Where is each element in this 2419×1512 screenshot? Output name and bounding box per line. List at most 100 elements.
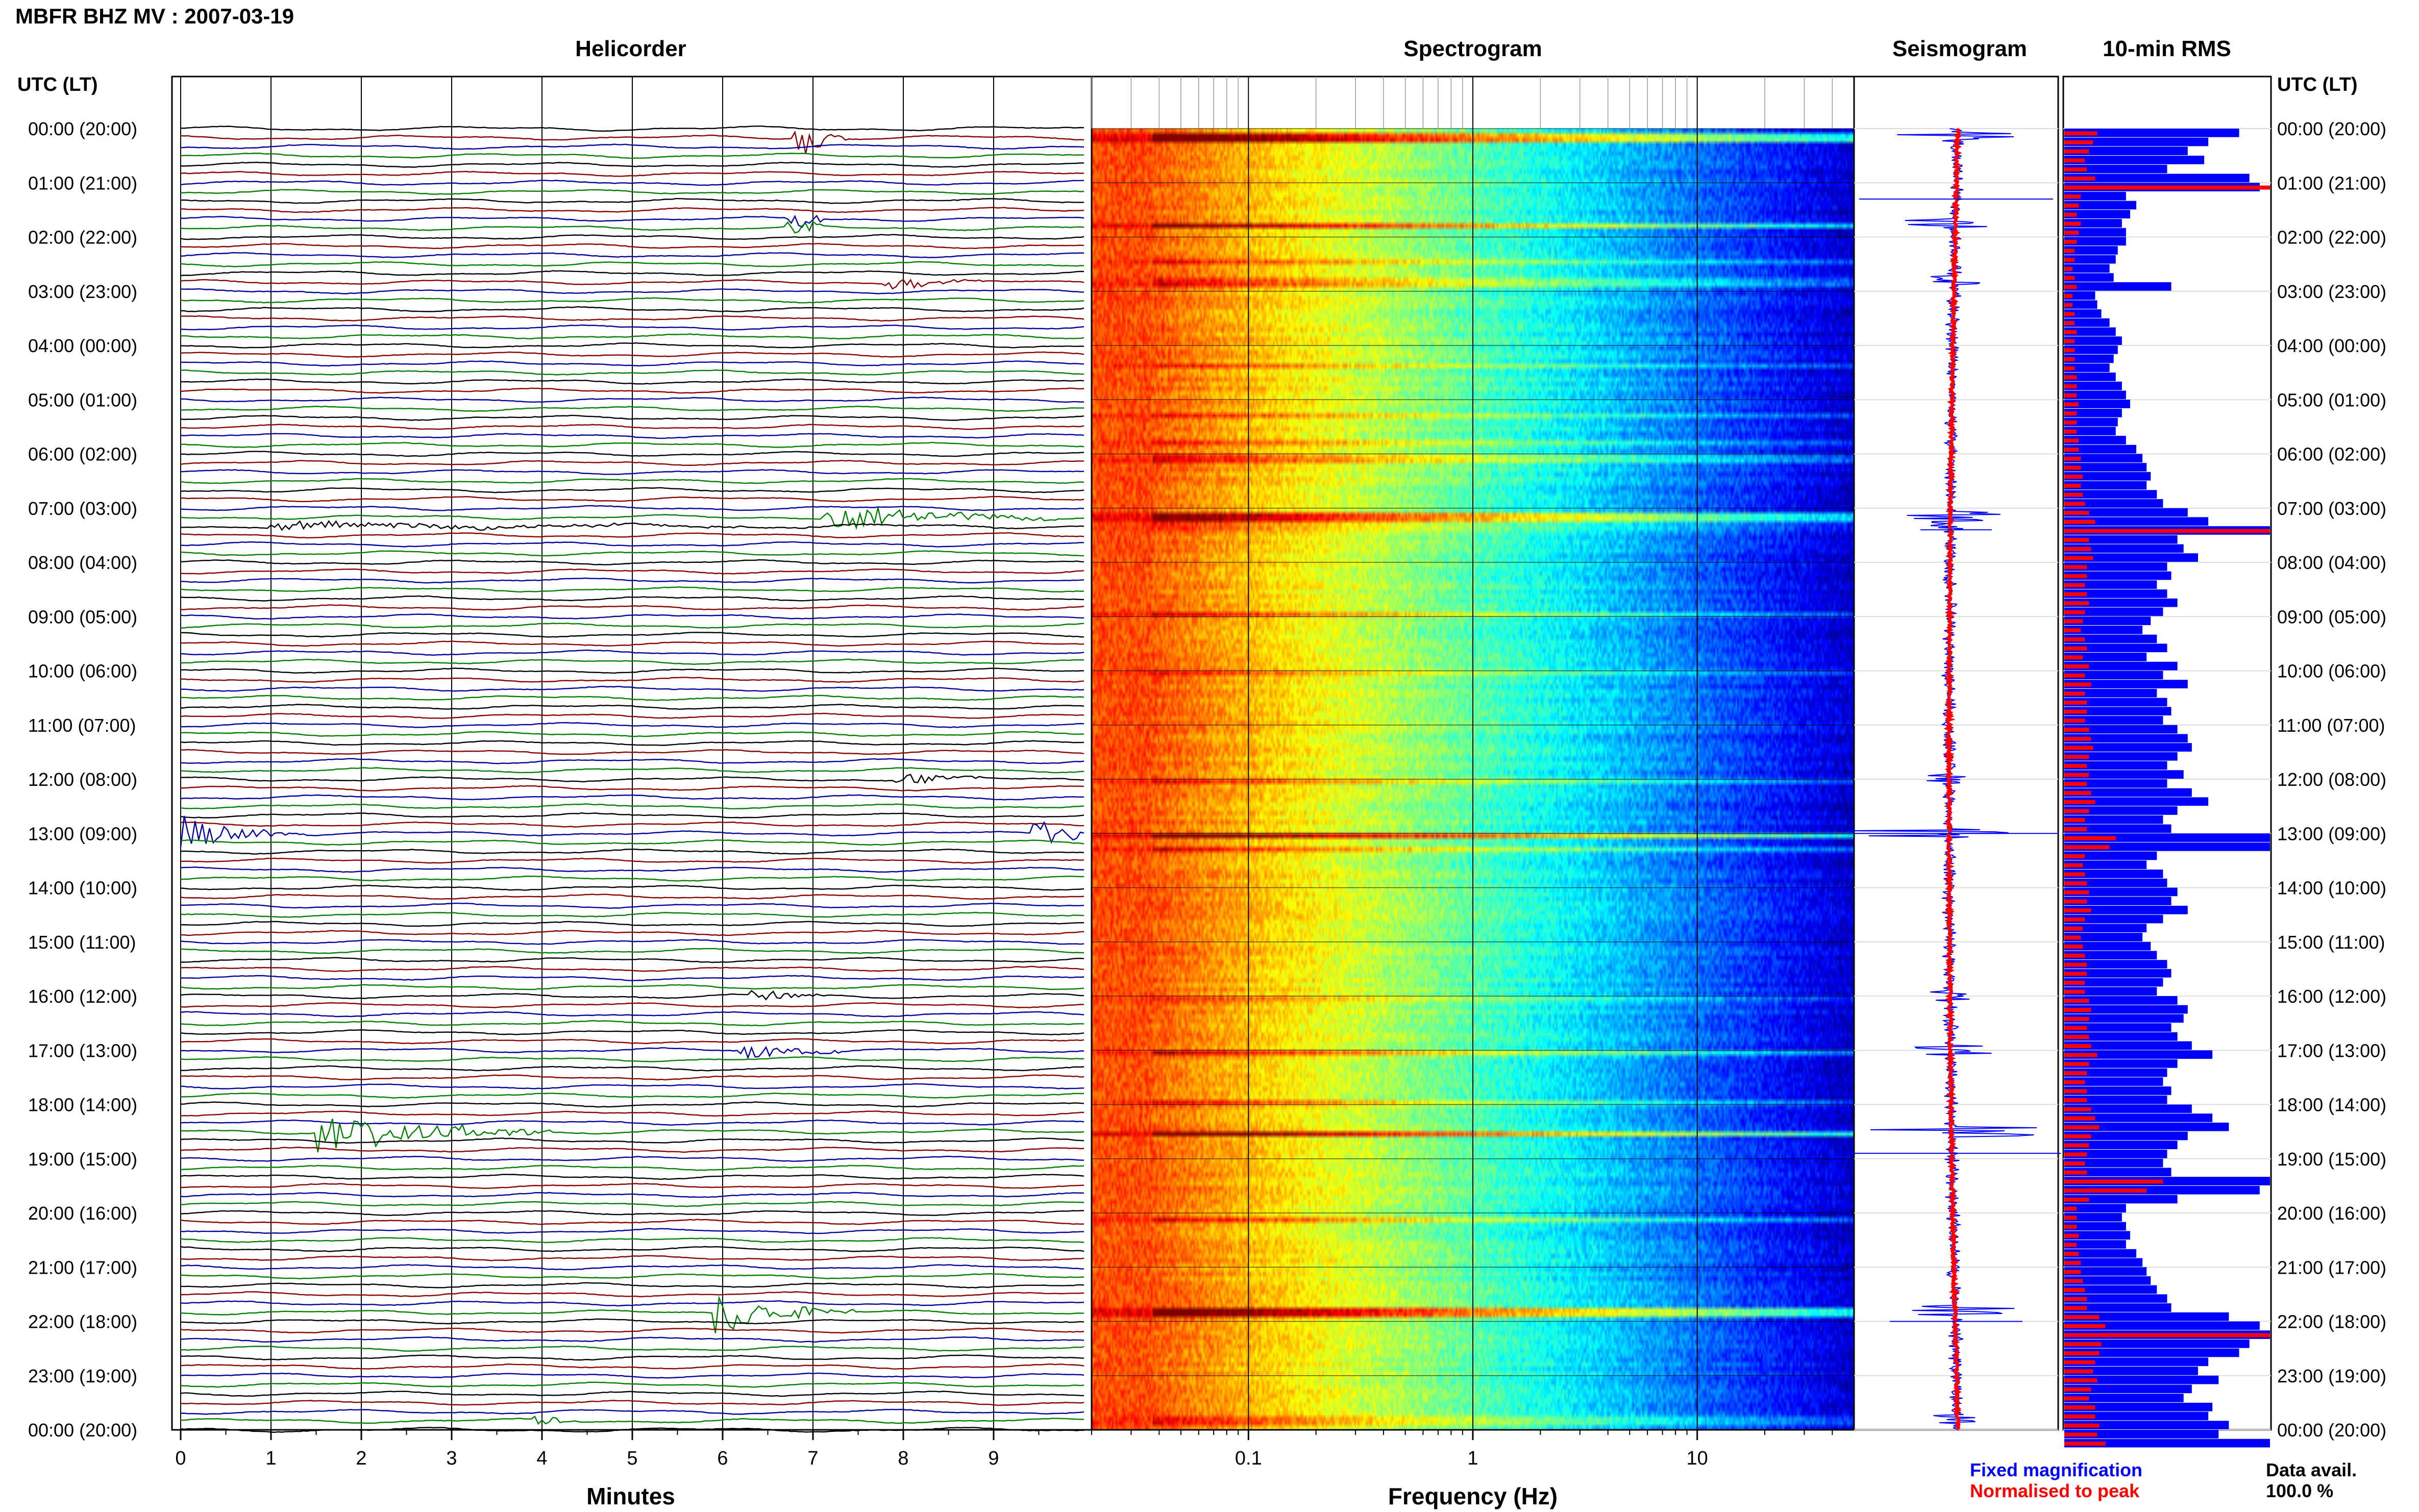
time-label-left: 13:00 (09:00) bbox=[28, 823, 137, 844]
rms-fixed-bar bbox=[2064, 1014, 2184, 1023]
rms-normalised-bar bbox=[2064, 917, 2085, 922]
rms-fixed-bar bbox=[2064, 761, 2167, 770]
helicorder-trace-line bbox=[181, 749, 1084, 755]
helicorder-trace-line bbox=[180, 270, 1084, 277]
rms-normalised-bar bbox=[2064, 420, 2077, 425]
time-label-left: 15:00 (11:00) bbox=[28, 932, 136, 953]
time-label-right: 07:00 (03:00) bbox=[2277, 498, 2386, 519]
rms-fixed-bar bbox=[2064, 1131, 2188, 1141]
helicorder-trace-line bbox=[181, 1155, 1084, 1162]
helicorder-tick-label: 4 bbox=[536, 1448, 547, 1469]
time-label-left: 11:00 (07:00) bbox=[28, 715, 136, 736]
helicorder-trace-line bbox=[180, 1164, 1084, 1171]
time-label-left: 20:00 (16:00) bbox=[28, 1203, 137, 1224]
time-label-left: 00:00 (20:00) bbox=[28, 1420, 137, 1441]
rms-normalised-bar bbox=[2064, 1423, 2100, 1428]
rms-normalised-bar bbox=[2064, 465, 2081, 470]
rms-fixed-bar bbox=[2064, 1077, 2163, 1086]
time-label-right: 10:00 (06:00) bbox=[2277, 661, 2386, 682]
rms-normalised-bar bbox=[2064, 1270, 2081, 1274]
helicorder-trace-line bbox=[180, 767, 1084, 774]
rms-fixed-bar bbox=[2064, 1122, 2229, 1131]
rms-normalised-bar bbox=[2064, 429, 2077, 434]
rms-fixed-bar bbox=[2064, 653, 2147, 661]
rms-fixed-bar bbox=[2064, 1249, 2137, 1258]
rms-fixed-bar bbox=[2064, 173, 2250, 183]
time-label-left: 05:00 (01:00) bbox=[28, 389, 137, 410]
rms-fixed-bar bbox=[2064, 508, 2188, 517]
rms-normalised-bar bbox=[2064, 1414, 2095, 1419]
rms-fixed-bar bbox=[2064, 444, 2137, 454]
time-label-left: 23:00 (19:00) bbox=[28, 1366, 137, 1386]
time-label-right: 09:00 (05:00) bbox=[2277, 606, 2386, 627]
helicorder-tick-label: 6 bbox=[717, 1448, 728, 1469]
helicorder-trace-line bbox=[180, 640, 1084, 647]
helicorder-trace-line bbox=[180, 505, 1084, 511]
helicorder-trace-line bbox=[180, 369, 1084, 376]
rms-normalised-bar bbox=[2064, 1287, 2085, 1292]
legend-normalised-to-peak: Normalised to peak bbox=[1970, 1480, 2140, 1501]
helicorder-trace-line bbox=[180, 1210, 1084, 1217]
helicorder-trace-line bbox=[180, 989, 1084, 1001]
time-axis-header-left: UTC (LT) bbox=[17, 74, 98, 95]
rms-fixed-bar bbox=[2064, 282, 2171, 291]
helicorder-tick-label: 8 bbox=[898, 1448, 908, 1469]
rms-panel bbox=[2062, 76, 2272, 1448]
rms-bars bbox=[2064, 129, 2270, 1448]
rms-normalised-bar bbox=[2064, 556, 2093, 560]
helicorder-trace-line bbox=[180, 288, 1084, 294]
helicorder-trace-line bbox=[180, 234, 1084, 240]
rms-normalised-bar bbox=[2064, 890, 2089, 895]
helicorder-trace-line bbox=[180, 1056, 1084, 1062]
rms-normalised-bar bbox=[2064, 1432, 2097, 1437]
rms-normalised-bar bbox=[2064, 492, 2083, 497]
helicorder-trace-line bbox=[180, 948, 1084, 954]
rms-fixed-bar bbox=[2064, 381, 2122, 390]
time-label-right: 15:00 (11:00) bbox=[2277, 932, 2385, 953]
rms-fixed-bar bbox=[2064, 1402, 2213, 1411]
rms-normalised-bar bbox=[2064, 448, 2079, 452]
rms-fixed-bar bbox=[2064, 860, 2147, 870]
rms-fixed-bar bbox=[2064, 924, 2147, 933]
rms-normalised-bar bbox=[2064, 972, 2087, 976]
rms-fixed-bar bbox=[2064, 463, 2147, 472]
rms-normalised-bar bbox=[2064, 1243, 2077, 1247]
helicorder-trace-line bbox=[180, 1201, 1084, 1207]
time-label-right: 05:00 (01:00) bbox=[2277, 389, 2386, 410]
helicorder-tick-label: 7 bbox=[807, 1448, 818, 1469]
rms-normalised-bar bbox=[2064, 1333, 2270, 1337]
rms-normalised-bar bbox=[2064, 818, 2085, 823]
rms-fixed-bar bbox=[2064, 137, 2209, 146]
panel-title-seismogram: Seismogram bbox=[1892, 36, 2027, 61]
helicorder-trace-line bbox=[181, 1408, 1084, 1415]
rms-normalised-bar bbox=[2064, 212, 2077, 217]
rms-normalised-bar bbox=[2064, 999, 2089, 1003]
helicorder-trace-line bbox=[180, 821, 1084, 828]
helicorder-trace-line bbox=[180, 957, 1084, 963]
rms-normalised-bar bbox=[2064, 565, 2087, 569]
time-label-left: 01:00 (21:00) bbox=[28, 172, 137, 193]
time-label-left: 18:00 (14:00) bbox=[28, 1095, 137, 1116]
rms-fixed-bar bbox=[2064, 1195, 2178, 1204]
rms-normalised-bar bbox=[2064, 945, 2083, 949]
rms-fixed-bar bbox=[2064, 417, 2118, 427]
helicorder-trace-line bbox=[181, 189, 1084, 195]
rms-fixed-bar bbox=[2064, 1421, 2229, 1429]
time-label-right: 19:00 (15:00) bbox=[2277, 1149, 2386, 1170]
rms-fixed-bar bbox=[2064, 797, 2209, 806]
helicorder-trace-line bbox=[180, 875, 1084, 882]
rms-normalised-bar bbox=[2064, 935, 2081, 940]
helicorder-trace-line bbox=[181, 520, 1084, 531]
time-label-left: 10:00 (06:00) bbox=[28, 661, 137, 682]
rms-fixed-bar bbox=[2064, 1357, 2209, 1367]
rms-normalised-bar bbox=[2064, 800, 2095, 804]
helicorder-trace-line bbox=[180, 1300, 1084, 1307]
rms-fixed-bar bbox=[2064, 598, 2178, 607]
helicorder-trace-line bbox=[180, 297, 1084, 304]
rms-fixed-bar bbox=[2064, 643, 2167, 653]
rms-normalised-bar bbox=[2064, 1116, 2095, 1121]
rms-fixed-bar bbox=[2064, 481, 2147, 490]
rms-fixed-bar bbox=[2064, 1439, 2270, 1448]
helicorder-trace-line bbox=[180, 424, 1084, 430]
rms-fixed-bar bbox=[2064, 354, 2114, 363]
